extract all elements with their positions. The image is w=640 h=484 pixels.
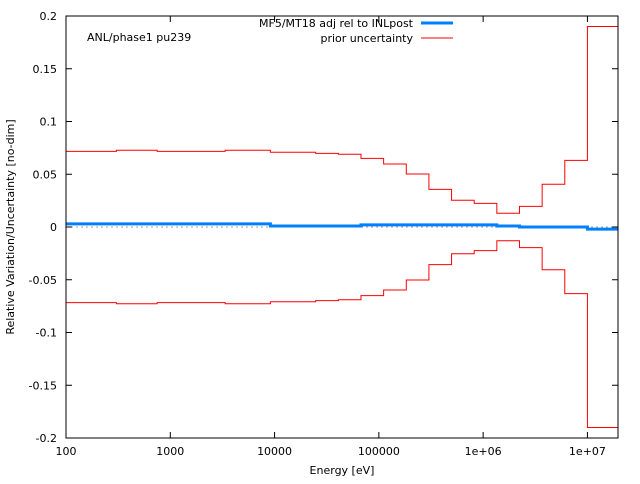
- y-tick-label: -0.05: [29, 274, 57, 287]
- y-axis-label: Relative Variation/Uncertainty [no-dim]: [4, 119, 17, 334]
- x-tick-label: 1000: [156, 445, 184, 458]
- y-tick-label: -0.1: [36, 327, 57, 340]
- x-tick-label: 1e+06: [465, 445, 502, 458]
- y-tick-label: 0.05: [33, 168, 58, 181]
- x-axis-label: Energy [eV]: [310, 464, 375, 477]
- legend: MF5/MT18 adj rel to INLpost prior uncert…: [259, 17, 453, 45]
- x-tick-label: 1e+07: [569, 445, 606, 458]
- y-tick-label: -0.2: [36, 432, 57, 445]
- y-tick-label: 0.2: [40, 10, 58, 23]
- y-tick-label: 0: [50, 221, 57, 234]
- annotation-label: ANL/phase1 pu239: [87, 31, 191, 44]
- x-tick-label: 100000: [358, 445, 400, 458]
- y-tick-label: 0.1: [40, 116, 58, 129]
- prior-uncertainty-upper-line: [66, 26, 618, 214]
- legend-label-prior-uncertainty: prior uncertainty: [321, 32, 414, 45]
- x-tick-label: 10000: [257, 445, 292, 458]
- y-tick-label: -0.15: [29, 379, 57, 392]
- series-layer: [66, 26, 618, 428]
- prior-uncertainty-lower-line: [66, 240, 618, 428]
- adjustment-line: [66, 222, 618, 231]
- y-tick-label: 0.15: [33, 63, 58, 76]
- ticks-layer: 100 1000 10000 100000 1e+06 1e+07 0.2 0.15 0.1 0.…: [29, 10, 618, 458]
- x-tick-label: 100: [56, 445, 77, 458]
- legend-label-adjustment: MF5/MT18 adj rel to INLpost: [259, 17, 414, 30]
